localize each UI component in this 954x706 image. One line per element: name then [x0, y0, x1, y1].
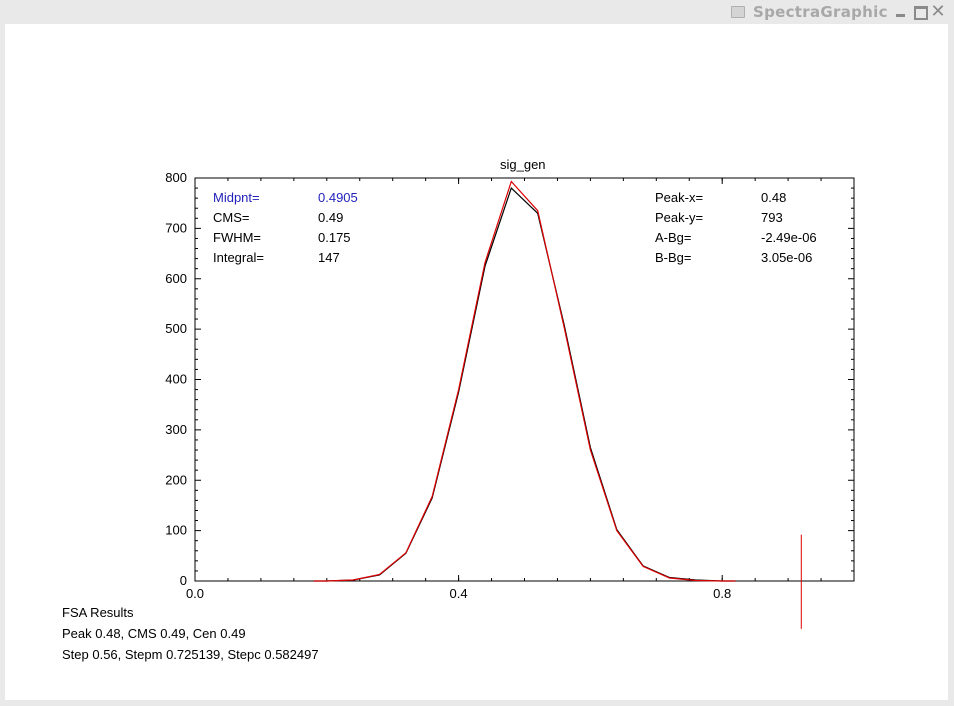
x-tick-label: 0.0 — [186, 586, 204, 601]
stat-midpnt-value: 0.4905 — [318, 190, 358, 205]
y-tick-label: 400 — [165, 372, 187, 387]
stat-peaky-label: Peak-y= — [655, 210, 704, 225]
close-button[interactable]: ✕ — [930, 1, 946, 22]
window-titlebar[interactable]: SpectraGraphic ✕ — [0, 0, 954, 24]
stat-midpnt-label: Midpnt= — [213, 190, 260, 205]
x-tick-label: 0.8 — [713, 586, 731, 601]
y-tick-label: 0 — [180, 573, 187, 588]
y-tick-label: 300 — [165, 422, 187, 437]
stat-integral-value: 147 — [318, 250, 340, 265]
window-title: SpectraGraphic — [753, 3, 888, 21]
stat-integral-label: Integral= — [213, 250, 264, 265]
stat-abg-value: -2.49e-06 — [761, 230, 817, 245]
app-icon — [731, 6, 745, 18]
y-tick-label: 100 — [165, 523, 187, 538]
stat-abg-label: A-Bg= — [655, 230, 692, 245]
stat-peakx-label: Peak-x= — [655, 190, 704, 205]
stat-cms-label: CMS= — [213, 210, 250, 225]
stat-cms-value: 0.49 — [318, 210, 344, 225]
stat-bbg-value: 3.05e-06 — [761, 250, 813, 265]
y-tick-label: 200 — [165, 472, 187, 487]
plot-canvas: 0 100 200 300 400 500 600 700 800 0.0 0.4 0.8 sig_g… — [5, 24, 948, 700]
series-line-1 — [313, 180, 736, 582]
plot-frame — [194, 177, 855, 582]
series-line-0 — [313, 187, 736, 582]
fsa-line-1: Peak 0.48, CMS 0.49, Cen 0.49 — [62, 626, 246, 641]
x-tick-label: 0.4 — [450, 586, 468, 601]
fsa-line-2: Step 0.56, Stepm 0.725139, Stepc 0.58249… — [62, 647, 319, 662]
stat-peaky-value: 793 — [761, 210, 783, 225]
stat-bbg-label: B-Bg= — [655, 250, 692, 265]
minimize-icon — [896, 14, 905, 17]
fsa-heading: FSA Results — [62, 605, 134, 620]
minimize-button[interactable] — [893, 4, 909, 20]
y-tick-label: 500 — [165, 321, 187, 336]
stat-peakx-value: 0.48 — [761, 190, 787, 205]
plot-svg: 0 100 200 300 400 500 600 700 800 0.0 0.4 0.8 — [165, 170, 855, 629]
chart-title: sig_gen — [500, 157, 546, 172]
y-tick-label: 700 — [165, 220, 187, 235]
maximize-icon — [914, 6, 928, 20]
stat-fwhm-value: 0.175 — [318, 230, 351, 245]
y-tick-label: 800 — [165, 170, 187, 185]
maximize-button[interactable] — [912, 4, 928, 20]
y-tick-label: 600 — [165, 271, 187, 286]
stat-fwhm-label: FWHM= — [213, 230, 262, 245]
